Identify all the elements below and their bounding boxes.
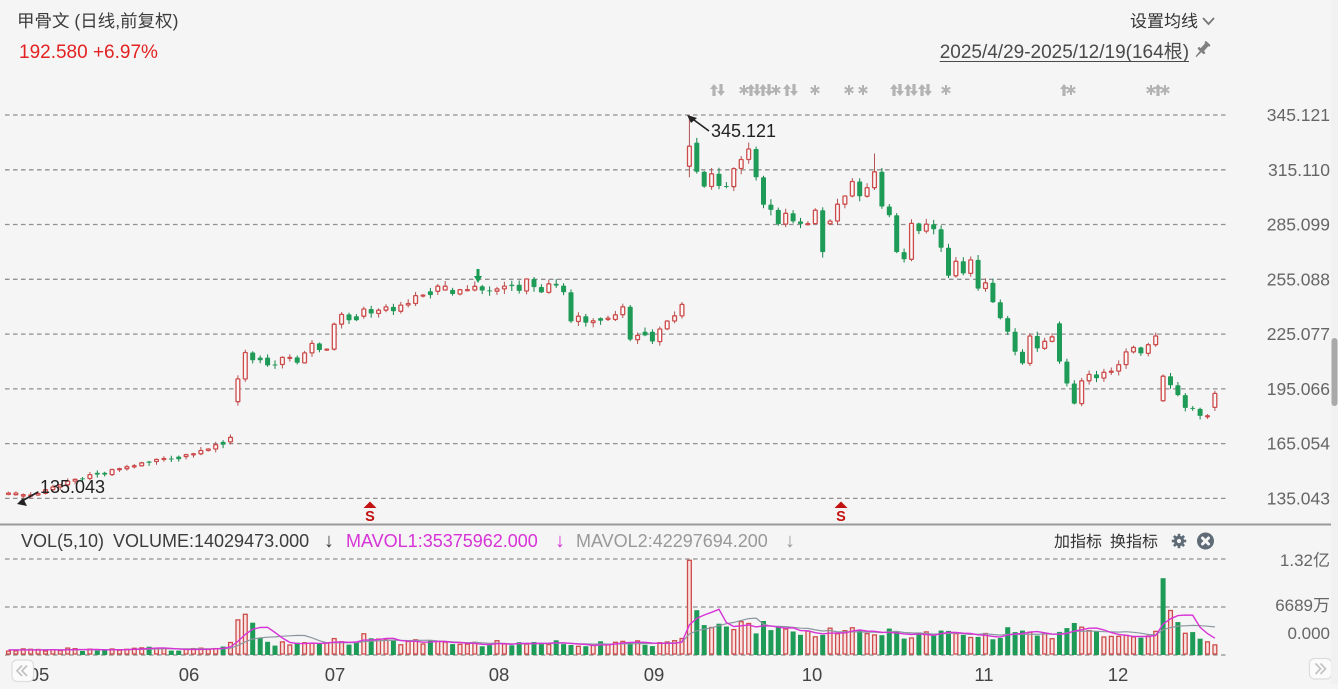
svg-text:192.580 +6.97%: 192.580 +6.97%	[19, 42, 158, 63]
svg-text:165.054: 165.054	[1267, 434, 1331, 454]
svg-text:135.043: 135.043	[40, 477, 105, 497]
svg-text:6689: 6689	[1275, 596, 1313, 615]
svg-text:285.099: 285.099	[1267, 215, 1330, 235]
svg-text:345.121: 345.121	[1267, 105, 1330, 125]
svg-text:09: 09	[644, 664, 665, 684]
svg-text:S: S	[365, 509, 375, 525]
svg-text:08: 08	[489, 664, 510, 684]
svg-text:06: 06	[179, 664, 200, 684]
svg-text:(: (	[74, 11, 80, 31]
svg-text:): )	[173, 11, 179, 31]
svg-text:VOLUME:14029473.000: VOLUME:14029473.000	[113, 531, 309, 551]
svg-text:0.000: 0.000	[1287, 624, 1330, 643]
svg-text:12: 12	[1108, 664, 1129, 684]
svg-text:↓: ↓	[324, 530, 334, 552]
svg-text:2025/4/29-2025/12/19(164: 2025/4/29-2025/12/19(164	[940, 42, 1164, 63]
svg-text:11: 11	[974, 664, 993, 684]
svg-text:MAVOL2:42297694.200: MAVOL2:42297694.200	[576, 531, 768, 551]
svg-text:↓: ↓	[555, 530, 565, 552]
svg-text:07: 07	[325, 664, 346, 684]
svg-text:315.110: 315.110	[1268, 160, 1330, 180]
svg-text:10: 10	[802, 664, 823, 684]
svg-text:225.077: 225.077	[1267, 324, 1330, 344]
svg-text:VOL(5,10): VOL(5,10)	[21, 531, 104, 551]
svg-text:345.121: 345.121	[711, 121, 776, 141]
svg-text:135.043: 135.043	[1267, 488, 1330, 508]
svg-text:): )	[1183, 42, 1189, 63]
svg-text:S: S	[836, 509, 846, 525]
svg-text:255.088: 255.088	[1267, 269, 1330, 289]
svg-text:MAVOL1:35375962.000: MAVOL1:35375962.000	[346, 531, 538, 551]
svg-text:↓: ↓	[785, 530, 795, 552]
svg-text:,: ,	[115, 11, 120, 31]
svg-text:1.32: 1.32	[1280, 551, 1313, 570]
svg-text:195.066: 195.066	[1267, 379, 1330, 399]
